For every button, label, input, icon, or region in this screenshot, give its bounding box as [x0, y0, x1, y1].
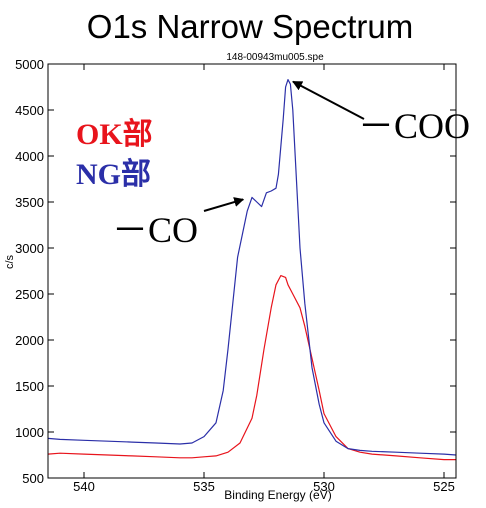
series-line-ng [47, 78, 457, 456]
y-tick-label: 2000 [15, 333, 44, 348]
y-tick-label: 5000 [15, 57, 44, 72]
y-tick-label: 4000 [15, 149, 44, 164]
series-line-ok [47, 275, 456, 461]
y-tick-label: 1000 [15, 425, 44, 440]
y-tick-label: 2500 [15, 287, 44, 302]
x-tick-label: 530 [313, 479, 335, 494]
annotation-co-arrow [203, 197, 245, 212]
legend-ng: NG部 [76, 157, 151, 191]
x-tick-label: 535 [193, 479, 215, 494]
x-axis-label: Binding Energy (eV) [224, 488, 331, 502]
annotation-co-label: －CO [112, 210, 198, 250]
y-tick-label: 4500 [15, 103, 44, 118]
x-tick-label: 540 [73, 479, 95, 494]
y-tick-label: 3000 [15, 241, 44, 256]
chart-subtitle: 148-00943mu005.spe [226, 52, 324, 63]
y-axis-label: c/s [4, 254, 16, 269]
y-tick-label: 500 [22, 471, 44, 486]
chart-title: O1s Narrow Spectrum [87, 8, 413, 45]
annotation-coo-arrow [292, 80, 365, 120]
axis-ticks: 500 1000 1500 2000 2500 3000 3500 4000 4500 5000 5… [15, 57, 456, 494]
legend-ok: OK部 [76, 117, 153, 151]
y-tick-label: 3500 [15, 195, 44, 210]
data-series [47, 78, 457, 461]
annotation-arrows [203, 80, 365, 212]
plot-frame [47, 63, 457, 479]
y-tick-label: 1500 [15, 379, 44, 394]
annotation-coo-label: －COO [358, 106, 470, 146]
x-tick-label: 525 [433, 479, 455, 494]
